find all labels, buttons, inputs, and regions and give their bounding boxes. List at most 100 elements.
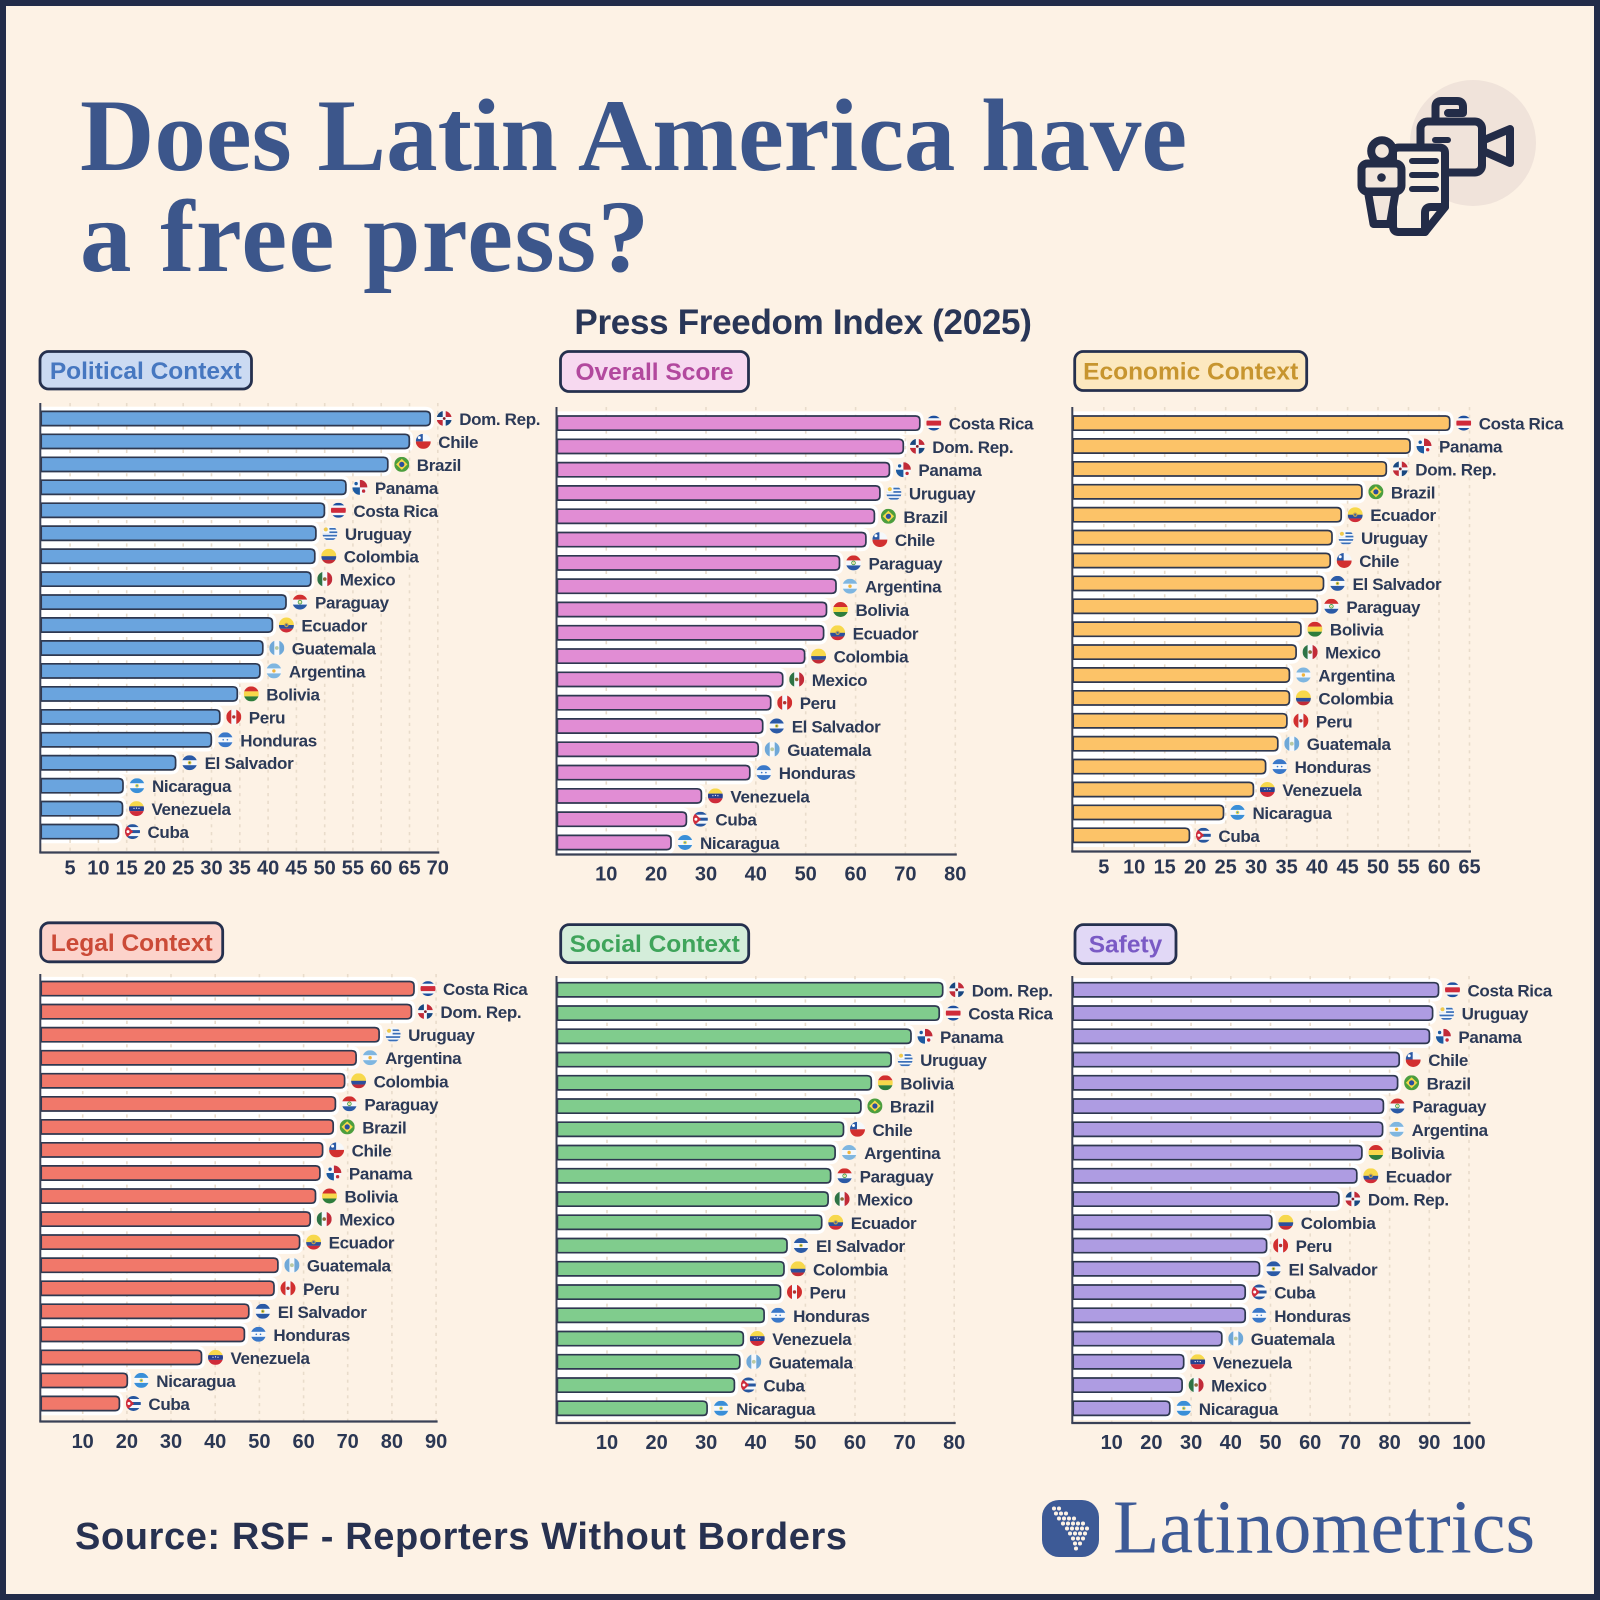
svg-text:Chile: Chile <box>438 433 478 452</box>
svg-text:Dom. Rep.: Dom. Rep. <box>459 410 540 429</box>
svg-text:Colombia: Colombia <box>1318 689 1394 708</box>
svg-text:Dom. Rep.: Dom. Rep. <box>1368 1191 1449 1210</box>
svg-text:Cuba: Cuba <box>148 1395 190 1414</box>
svg-text:15: 15 <box>116 858 138 880</box>
svg-text:10: 10 <box>1123 857 1145 879</box>
svg-text:65: 65 <box>1458 857 1480 879</box>
svg-text:70: 70 <box>337 1431 359 1453</box>
svg-text:40: 40 <box>1220 1432 1242 1454</box>
svg-text:Mexico: Mexico <box>1325 644 1381 663</box>
svg-text:Brazil: Brazil <box>903 508 947 527</box>
svg-text:30: 30 <box>1180 1432 1202 1454</box>
svg-text:Nicaragua: Nicaragua <box>1253 804 1333 823</box>
svg-text:Social Context: Social Context <box>570 931 740 958</box>
svg-text:Press Freedom Index (2025): Press Freedom Index (2025) <box>574 303 1031 342</box>
svg-text:Peru: Peru <box>1316 712 1352 731</box>
svg-text:Panama: Panama <box>940 1028 1004 1047</box>
svg-text:Costa Rica: Costa Rica <box>1479 415 1564 434</box>
svg-text:40: 40 <box>745 864 767 886</box>
svg-text:Bolivia: Bolivia <box>266 685 320 704</box>
svg-text:10: 10 <box>596 1432 618 1454</box>
svg-text:60: 60 <box>1299 1432 1321 1454</box>
svg-text:Bolivia: Bolivia <box>1330 621 1384 640</box>
svg-text:Uruguay: Uruguay <box>920 1051 987 1070</box>
svg-text:Costa Rica: Costa Rica <box>443 980 528 999</box>
svg-text:5: 5 <box>65 858 76 880</box>
svg-text:30: 30 <box>160 1431 182 1453</box>
svg-text:Dom. Rep.: Dom. Rep. <box>1415 460 1496 479</box>
svg-text:70: 70 <box>1339 1432 1361 1454</box>
svg-text:Argentina: Argentina <box>1412 1121 1489 1140</box>
svg-text:60: 60 <box>1428 857 1450 879</box>
svg-text:100: 100 <box>1452 1432 1485 1454</box>
svg-text:45: 45 <box>1336 857 1358 879</box>
svg-text:20: 20 <box>144 858 166 880</box>
svg-text:El Salvador: El Salvador <box>205 754 294 773</box>
svg-text:Uruguay: Uruguay <box>345 525 412 544</box>
svg-text:Nicaragua: Nicaragua <box>1199 1400 1279 1419</box>
svg-text:30: 30 <box>200 858 222 880</box>
svg-text:Colombia: Colombia <box>834 648 910 667</box>
svg-text:Panama: Panama <box>918 461 982 480</box>
svg-text:Argentina: Argentina <box>289 662 366 681</box>
svg-text:40: 40 <box>257 858 279 880</box>
svg-text:Source: RSF - Reporters Withou: Source: RSF - Reporters Without Borders <box>75 1516 848 1558</box>
svg-text:Brazil: Brazil <box>1427 1074 1471 1093</box>
svg-text:35: 35 <box>229 858 251 880</box>
svg-text:Argentina: Argentina <box>864 1144 941 1163</box>
svg-text:Costa Rica: Costa Rica <box>968 1005 1053 1024</box>
svg-text:Brazil: Brazil <box>1391 483 1435 502</box>
svg-text:Bolivia: Bolivia <box>856 601 910 620</box>
svg-text:Ecuador: Ecuador <box>1386 1167 1452 1186</box>
svg-text:20: 20 <box>645 864 667 886</box>
svg-text:Mexico: Mexico <box>1211 1377 1267 1396</box>
svg-text:50: 50 <box>794 1432 816 1454</box>
svg-text:Panama: Panama <box>1458 1028 1522 1047</box>
svg-text:Brazil: Brazil <box>362 1118 406 1137</box>
svg-text:70: 70 <box>893 1432 915 1454</box>
svg-text:El Salvador: El Salvador <box>278 1303 367 1322</box>
svg-text:Ecuador: Ecuador <box>851 1214 917 1233</box>
svg-text:Guatemala: Guatemala <box>292 640 377 659</box>
svg-text:Honduras: Honduras <box>779 764 856 783</box>
svg-text:Dom. Rep.: Dom. Rep. <box>440 1003 521 1022</box>
svg-text:Honduras: Honduras <box>273 1326 350 1345</box>
svg-text:50: 50 <box>1259 1432 1281 1454</box>
svg-text:80: 80 <box>381 1431 403 1453</box>
svg-text:80: 80 <box>944 864 966 886</box>
svg-text:Bolivia: Bolivia <box>1391 1144 1445 1163</box>
svg-text:40: 40 <box>745 1432 767 1454</box>
svg-text:Ecuador: Ecuador <box>301 617 367 636</box>
svg-text:30: 30 <box>1245 857 1267 879</box>
svg-text:Overall Score: Overall Score <box>576 359 734 386</box>
svg-text:55: 55 <box>1397 857 1419 879</box>
svg-text:Argentina: Argentina <box>865 578 942 597</box>
svg-text:45: 45 <box>285 858 307 880</box>
svg-text:60: 60 <box>844 864 866 886</box>
svg-text:Honduras: Honduras <box>1274 1307 1351 1326</box>
svg-text:Chile: Chile <box>1359 552 1399 571</box>
svg-text:10: 10 <box>72 1431 94 1453</box>
svg-text:Guatemala: Guatemala <box>787 741 872 760</box>
svg-text:El Salvador: El Salvador <box>1353 575 1442 594</box>
svg-text:Paraguay: Paraguay <box>364 1095 439 1114</box>
svg-text:Mexico: Mexico <box>339 1211 395 1230</box>
svg-text:Peru: Peru <box>810 1284 846 1303</box>
svg-text:60: 60 <box>370 858 392 880</box>
svg-text:Panama: Panama <box>375 479 439 498</box>
svg-text:Brazil: Brazil <box>417 456 461 475</box>
svg-text:Venezuela: Venezuela <box>231 1349 311 1368</box>
svg-text:Nicaragua: Nicaragua <box>736 1400 816 1419</box>
svg-text:Mexico: Mexico <box>340 571 396 590</box>
svg-text:Bolivia: Bolivia <box>900 1074 954 1093</box>
svg-text:Chile: Chile <box>1428 1051 1468 1070</box>
svg-text:40: 40 <box>204 1431 226 1453</box>
svg-text:Honduras: Honduras <box>793 1307 870 1326</box>
svg-text:Cuba: Cuba <box>1218 827 1260 846</box>
svg-text:Colombia: Colombia <box>344 548 420 567</box>
svg-text:Brazil: Brazil <box>890 1098 934 1117</box>
svg-text:a free press?: a free press? <box>80 180 651 294</box>
svg-text:20: 20 <box>1184 857 1206 879</box>
svg-text:35: 35 <box>1275 857 1297 879</box>
svg-text:10: 10 <box>595 864 617 886</box>
